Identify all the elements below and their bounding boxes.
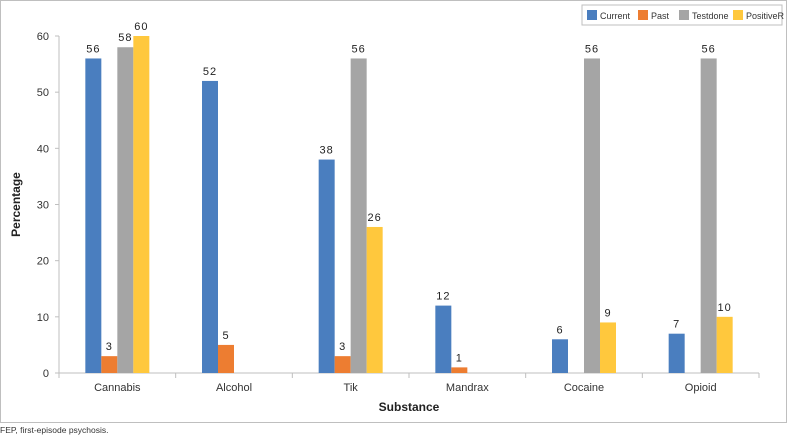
y-tick-label: 60: [37, 31, 49, 43]
bar-current-alcohol: [202, 80, 218, 373]
legend-swatch-testdone: [679, 10, 689, 20]
bar-testdone-tik: [350, 58, 367, 373]
data-label: 10: [718, 302, 732, 314]
bar-current-mandrax: [435, 305, 452, 373]
data-label: 6: [556, 324, 563, 336]
data-label: 56: [352, 43, 366, 55]
y-tick-label: 30: [37, 200, 49, 212]
bar-current-cannabis: [85, 58, 102, 373]
legend-swatch-current: [587, 10, 597, 20]
data-label: 56: [702, 43, 716, 55]
x-tick-label: Cocaine: [564, 382, 604, 394]
bar-positiver-tik: [366, 226, 383, 373]
data-label: 9: [604, 307, 611, 319]
bar-testdone-opioid: [700, 58, 717, 373]
y-tick-label: 10: [37, 312, 49, 324]
data-label: 38: [320, 145, 334, 157]
data-label: 7: [673, 319, 680, 331]
data-label: 5: [222, 330, 229, 342]
bar-current-cocaine: [552, 339, 568, 373]
legend-label-testdone: Testdone: [692, 11, 729, 21]
legend-swatch-positiver: [733, 10, 743, 20]
bar-past-alcohol: [218, 344, 234, 373]
x-axis-title: Substance: [379, 400, 440, 414]
data-label: 1: [456, 352, 463, 364]
y-tick-label: 40: [37, 143, 49, 155]
x-tick-label: Cannabis: [94, 382, 141, 394]
x-tick-label: Mandrax: [446, 382, 489, 394]
y-tick-label: 20: [37, 256, 49, 268]
legend-swatch-past: [638, 10, 648, 20]
y-tick-label: 50: [37, 87, 49, 99]
bar-current-opioid: [668, 333, 685, 373]
bar-current-tik: [318, 159, 335, 373]
data-label: 52: [203, 66, 217, 78]
bar-past-mandrax: [451, 367, 468, 373]
bar-positiver-opioid: [716, 316, 733, 373]
bar-positiver-cocaine: [600, 322, 616, 373]
x-tick-label: Tik: [344, 382, 359, 394]
bar-past-cannabis: [101, 356, 118, 373]
y-axis-title: Percentage: [9, 172, 23, 237]
data-label: 58: [118, 32, 132, 44]
legend-label-current: Current: [600, 11, 631, 21]
data-label: 3: [339, 341, 346, 353]
footnote: FEP, first-episode psychosis.: [0, 425, 109, 435]
legend-label-positiver: PositiveR: [746, 11, 785, 21]
bar-past-tik: [334, 356, 351, 373]
legend-label-past: Past: [651, 11, 670, 21]
chart-frame: 0 10 20 30 40 50 60 56 3 58 60 Cannabis 52 5 Alcohol 38…: [0, 0, 787, 423]
x-tick-label: Opioid: [685, 382, 717, 394]
y-tick-label: 0: [43, 368, 49, 380]
data-label: 56: [86, 43, 100, 55]
bar-testdone-cannabis: [117, 47, 134, 373]
bar-positiver-cannabis: [133, 36, 150, 373]
bar-testdone-cocaine: [584, 58, 600, 373]
bar-chart: 01020304050605635860Cannabis525Alcohol38…: [9, 4, 785, 414]
data-label: 3: [106, 341, 113, 353]
x-tick-label: Alcohol: [216, 382, 252, 394]
data-label: 60: [134, 21, 148, 33]
data-label: 56: [585, 43, 599, 55]
data-label: 26: [368, 212, 382, 224]
data-label: 12: [436, 291, 450, 303]
